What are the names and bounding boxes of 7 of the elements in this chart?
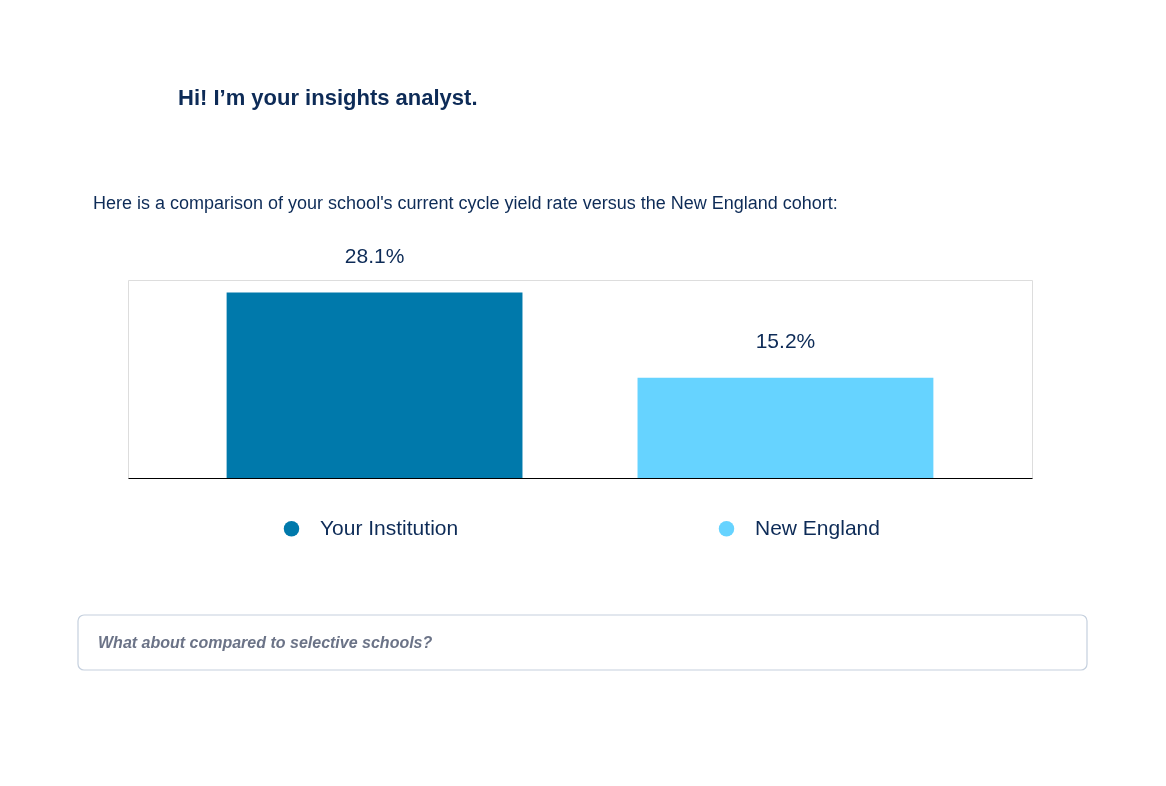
text: What about compared to selective schools?: [98, 634, 433, 651]
legend-label: New England: [755, 515, 880, 539]
chart-subtitle: Here is a comparison of your school's current cycle yield rate versus the New England cohort:: [93, 193, 838, 213]
legend-label: Your Institution: [320, 515, 459, 539]
data-label: 28.1%: [344, 243, 405, 267]
data-label: 15.2%: [755, 328, 816, 352]
chart-title: Hi! I’m your insights analyst.: [178, 85, 478, 110]
